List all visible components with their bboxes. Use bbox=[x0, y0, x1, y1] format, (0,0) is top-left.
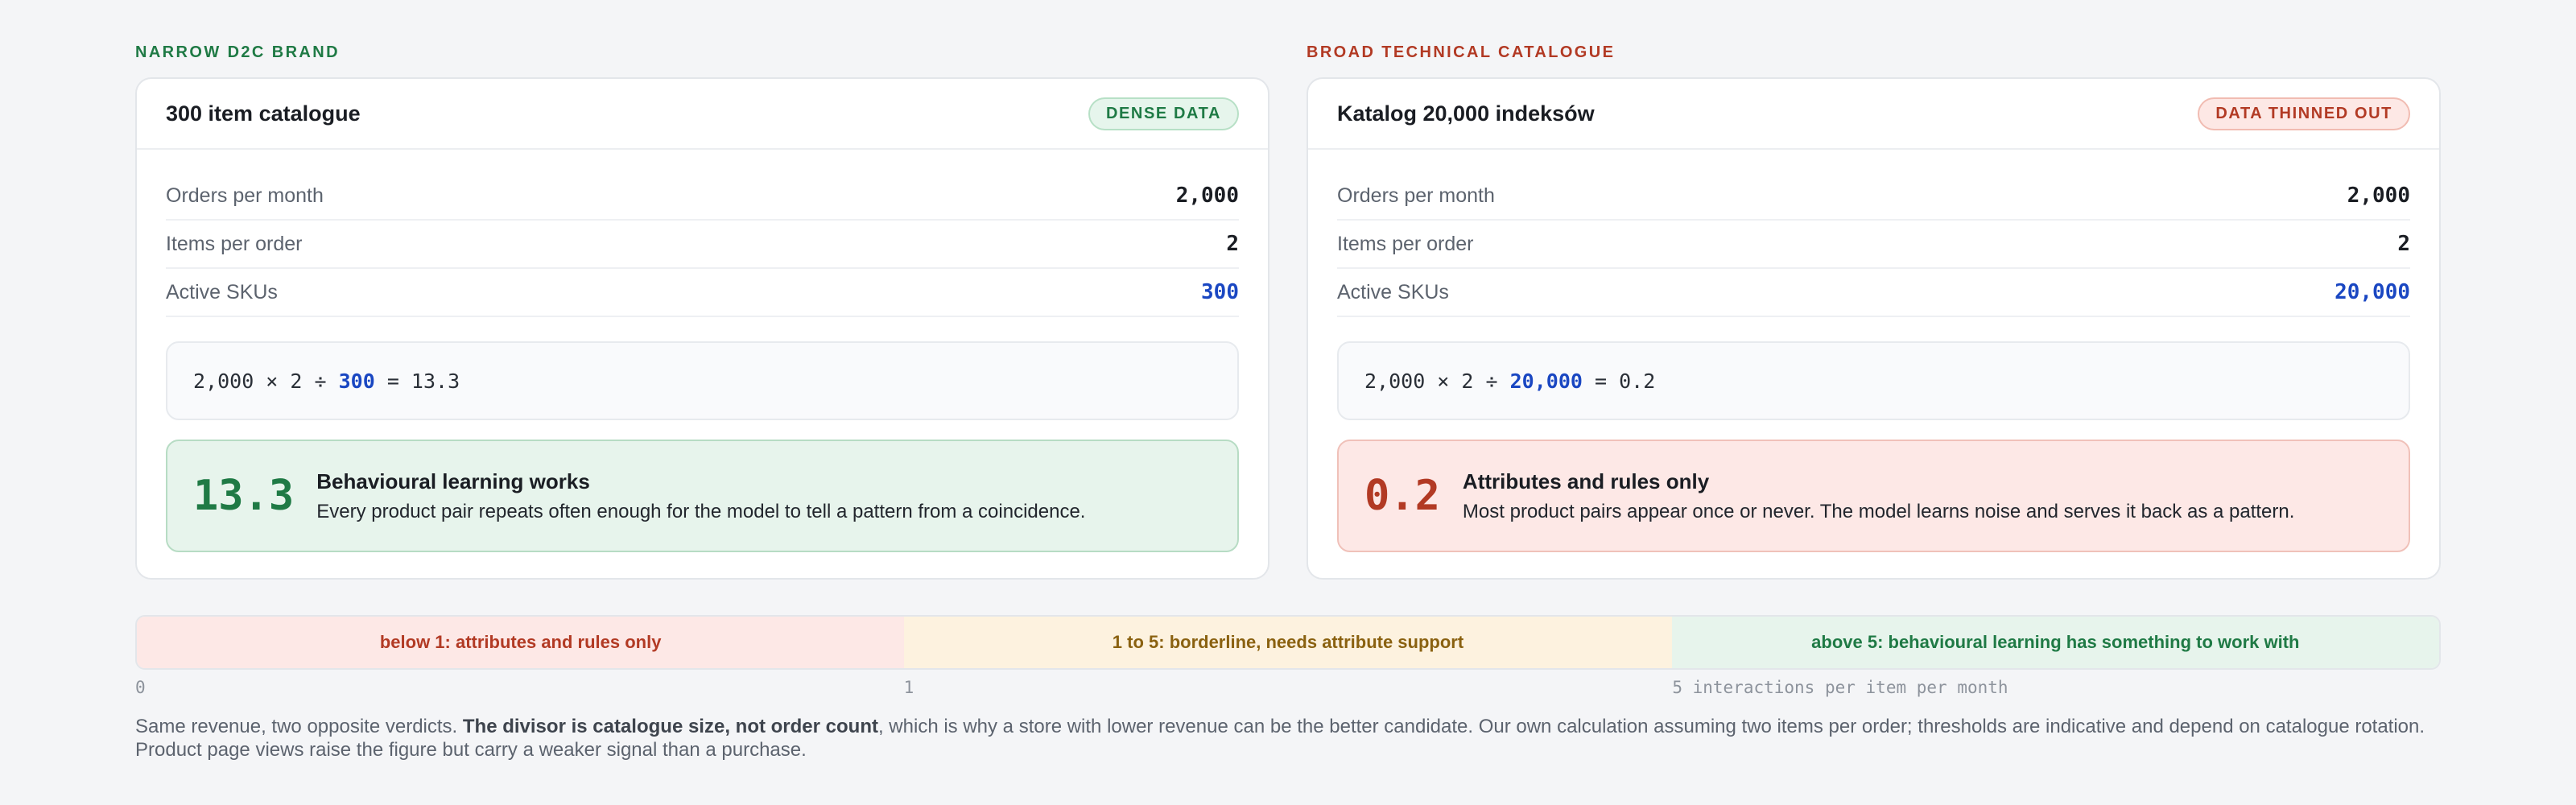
verdict-number: 13.3 bbox=[193, 472, 295, 520]
verdict-number: 0.2 bbox=[1364, 472, 1440, 520]
narrow-card: 300 item catalogue DENSE DATA Orders per… bbox=[135, 77, 1269, 580]
broad-status-badge: DATA THINNED OUT bbox=[2198, 97, 2410, 130]
formula-prefix: 2,000 × 2 ÷ bbox=[1364, 369, 1510, 393]
metric-value: 2 bbox=[1226, 232, 1239, 256]
narrow-kicker: NARROW D2C BRAND bbox=[135, 43, 340, 61]
broad-formula: 2,000 × 2 ÷ 20,000 = 0.2 bbox=[1337, 341, 2410, 420]
verdict-title: Attributes and rules only bbox=[1462, 469, 1710, 493]
footnote-rest: , which is why a store with lower revenu… bbox=[135, 716, 2425, 761]
narrow-verdict: 13.3 Behavioural learning works Every pr… bbox=[166, 440, 1239, 552]
metric-value: 2 bbox=[2397, 232, 2410, 256]
metric-row-items: Items per order 2 bbox=[166, 221, 1239, 269]
metric-value: 300 bbox=[1201, 280, 1239, 304]
footnote-emphasis: The divisor is catalogue size, not order… bbox=[462, 716, 878, 737]
metric-label: Active SKUs bbox=[166, 280, 278, 303]
narrow-status-badge: DENSE DATA bbox=[1088, 97, 1239, 130]
scale-tick: 1 bbox=[903, 678, 914, 697]
formula-result: = 0.2 bbox=[1582, 369, 1656, 393]
verdict-content: Attributes and rules only Most product p… bbox=[1463, 469, 2294, 523]
verdict-content: Behavioural learning works Every product… bbox=[316, 469, 1085, 523]
metric-label: Items per order bbox=[1337, 232, 1474, 255]
narrow-column: NARROW D2C BRAND 300 item catalogue DENS… bbox=[135, 43, 1269, 580]
scale-segment-high: above 5: behavioural learning has someth… bbox=[1671, 617, 2439, 668]
metric-label: Orders per month bbox=[166, 184, 324, 207]
metric-row-items: Items per order 2 bbox=[1337, 221, 2410, 269]
scale-segment-mid: 1 to 5: borderline, needs attribute supp… bbox=[904, 617, 1672, 668]
scale-ticks: 0 1 5 interactions per item per month bbox=[135, 675, 2441, 700]
broad-card: Katalog 20,000 indeksów DATA THINNED OUT… bbox=[1307, 77, 2441, 580]
comparison-panel: NARROW D2C BRAND 300 item catalogue DENS… bbox=[135, 43, 2441, 762]
metric-value: 2,000 bbox=[2347, 184, 2410, 208]
narrow-card-header: 300 item catalogue DENSE DATA bbox=[137, 79, 1268, 150]
metric-row-skus: Active SKUs 20,000 bbox=[1337, 269, 2410, 317]
narrow-card-title: 300 item catalogue bbox=[166, 101, 361, 126]
threshold-scale: below 1: attributes and rules only 1 to … bbox=[135, 615, 2441, 670]
verdict-title: Behavioural learning works bbox=[316, 469, 590, 493]
formula-prefix: 2,000 × 2 ÷ bbox=[193, 369, 339, 393]
narrow-formula: 2,000 × 2 ÷ 300 = 13.3 bbox=[166, 341, 1239, 420]
broad-card-body: Orders per month 2,000 Items per order 2… bbox=[1308, 150, 2439, 552]
scale-tick: 5 interactions per item per month bbox=[1672, 678, 2008, 697]
metric-label: Orders per month bbox=[1337, 184, 1495, 207]
broad-kicker: BROAD TECHNICAL CATALOGUE bbox=[1307, 43, 1616, 61]
broad-card-title: Katalog 20,000 indeksów bbox=[1337, 101, 1595, 126]
broad-column: BROAD TECHNICAL CATALOGUE Katalog 20,000… bbox=[1307, 43, 2441, 580]
footnote-intro: Same revenue, two opposite verdicts. bbox=[135, 716, 463, 737]
broad-card-header: Katalog 20,000 indeksów DATA THINNED OUT bbox=[1308, 79, 2439, 150]
narrow-card-body: Orders per month 2,000 Items per order 2… bbox=[137, 150, 1268, 552]
metric-row-skus: Active SKUs 300 bbox=[166, 269, 1239, 317]
metric-value: 2,000 bbox=[1175, 184, 1239, 208]
metric-label: Items per order bbox=[166, 232, 303, 255]
metric-label: Active SKUs bbox=[1337, 280, 1449, 303]
verdict-text: Most product pairs appear once or never.… bbox=[1462, 500, 2295, 522]
scale-segment-low: below 1: attributes and rules only bbox=[137, 617, 905, 668]
verdict-text: Every product pair repeats often enough … bbox=[316, 500, 1086, 522]
formula-divisor: 300 bbox=[338, 369, 375, 393]
metric-value: 20,000 bbox=[2334, 280, 2410, 304]
metric-row-orders: Orders per month 2,000 bbox=[166, 172, 1239, 221]
metric-row-orders: Orders per month 2,000 bbox=[1337, 172, 2410, 221]
broad-verdict: 0.2 Attributes and rules only Most produ… bbox=[1337, 440, 2410, 552]
comparison-columns: NARROW D2C BRAND 300 item catalogue DENS… bbox=[135, 43, 2441, 580]
formula-divisor: 20,000 bbox=[1509, 369, 1583, 393]
scale-tick: 0 bbox=[135, 678, 146, 697]
formula-result: = 13.3 bbox=[374, 369, 460, 393]
footnote: Same revenue, two opposite verdicts. The… bbox=[135, 715, 2441, 762]
